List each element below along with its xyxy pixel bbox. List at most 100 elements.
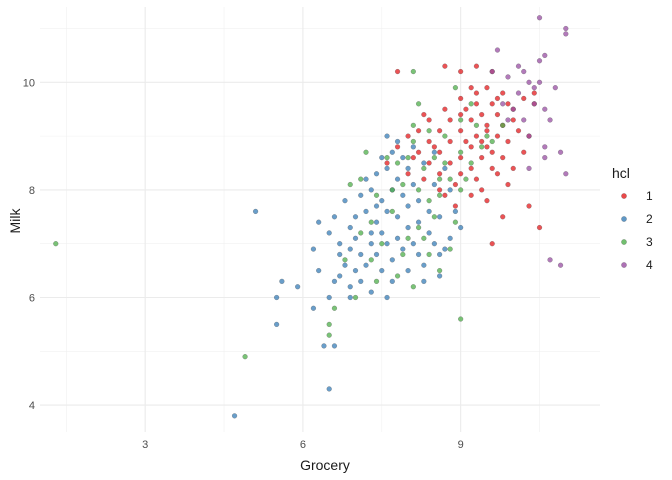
data-point-hcl-4: [500, 101, 506, 107]
data-point-hcl-1: [436, 128, 443, 134]
data-point-hcl-1: [468, 144, 474, 150]
data-point-hcl-1: [458, 128, 464, 134]
data-point-hcl-2: [410, 181, 416, 188]
legend-key-4: [621, 262, 627, 268]
data-point-hcl-2: [436, 273, 443, 279]
data-point-hcl-2: [331, 343, 338, 349]
data-point-hcl-2: [426, 208, 432, 215]
x-tick-label: 6: [300, 439, 306, 451]
data-point-hcl-2: [394, 176, 401, 182]
data-point-hcl-1: [468, 85, 474, 91]
data-point-hcl-3: [389, 208, 395, 215]
data-point-hcl-1: [484, 85, 490, 91]
data-point-hcl-1: [536, 224, 543, 231]
legend-title: hcl: [612, 165, 630, 181]
data-point-hcl-3: [373, 278, 380, 285]
data-point-hcl-2: [447, 235, 453, 241]
legend: hcl 1 2 3 4: [612, 165, 653, 272]
data-point-hcl-4: [563, 25, 569, 32]
data-point-hcl-2: [405, 267, 411, 274]
data-point-hcl-3: [442, 160, 448, 166]
data-point-hcl-2: [368, 230, 374, 236]
data-point-hcl-2: [337, 251, 343, 258]
data-point-hcl-2: [331, 214, 338, 220]
data-point-hcl-1: [431, 144, 438, 150]
data-point-hcl-4: [521, 117, 527, 123]
data-point-hcl-2: [410, 144, 416, 150]
data-point-hcl-3: [410, 122, 416, 129]
data-point-hcl-4: [489, 68, 495, 75]
data-point-hcl-4: [542, 154, 548, 161]
data-point-hcl-1: [494, 133, 501, 139]
data-point-hcl-2: [279, 278, 285, 285]
data-point-hcl-4: [557, 149, 564, 155]
data-point-hcl-3: [347, 181, 353, 188]
data-point-hcl-1: [426, 117, 432, 123]
data-point-hcl-3: [452, 219, 459, 225]
data-point-hcl-1: [479, 138, 485, 145]
data-point-hcl-2: [273, 294, 280, 301]
data-point-hcl-1: [505, 138, 511, 145]
data-point-hcl-2: [316, 219, 322, 225]
data-point-hcl-2: [295, 284, 301, 290]
data-point-hcl-2: [405, 165, 411, 172]
data-point-hcl-3: [442, 133, 448, 139]
data-point-hcl-2: [347, 246, 353, 252]
x-axis-ticks: 3 6 9: [142, 439, 464, 451]
data-point-hcl-3: [426, 251, 432, 258]
data-point-hcl-3: [384, 154, 390, 161]
data-point-hcl-1: [479, 111, 485, 118]
data-point-hcl-4: [547, 257, 553, 263]
x-tick-label: 3: [142, 439, 148, 451]
data-point-hcl-4: [542, 52, 548, 59]
data-point-hcl-2: [389, 278, 395, 285]
data-point-hcl-2: [405, 203, 411, 209]
data-point-hcl-2: [447, 187, 453, 193]
data-point-hcl-2: [431, 149, 438, 155]
data-point-hcl-2: [436, 214, 443, 220]
data-point-hcl-2: [379, 198, 385, 204]
data-point-hcl-3: [479, 144, 485, 150]
data-point-hcl-2: [273, 321, 280, 328]
data-point-hcl-2: [331, 278, 338, 285]
data-point-hcl-3: [468, 101, 474, 107]
data-point-hcl-3: [394, 273, 401, 279]
data-point-hcl-2: [363, 208, 369, 215]
data-point-hcl-1: [489, 149, 495, 155]
data-point-hcl-1: [521, 149, 527, 155]
x-tick-label: 9: [458, 439, 464, 451]
data-point-hcl-1: [447, 138, 453, 145]
data-point-hcl-2: [347, 294, 353, 301]
data-point-hcl-2: [373, 251, 380, 258]
data-point-hcl-1: [426, 160, 432, 166]
legend-label-2: 2: [646, 212, 653, 226]
data-point-hcl-3: [500, 122, 506, 129]
data-point-hcl-1: [510, 165, 516, 172]
data-point-hcl-1: [410, 154, 416, 161]
data-point-hcl-4: [552, 85, 558, 91]
data-point-hcl-3: [389, 187, 395, 193]
data-point-hcl-4: [536, 15, 543, 21]
data-point-hcl-4: [563, 31, 569, 37]
data-point-hcl-3: [368, 257, 374, 263]
data-point-hcl-2: [368, 241, 374, 247]
data-point-hcl-3: [436, 267, 443, 274]
y-tick-label: 4: [29, 400, 35, 412]
data-point-hcl-4: [542, 144, 548, 150]
data-point-hcl-4: [531, 101, 537, 107]
data-point-hcl-2: [310, 305, 317, 311]
data-point-hcl-1: [494, 111, 501, 118]
data-point-hcl-3: [368, 219, 374, 225]
data-point-hcl-2: [389, 149, 395, 155]
data-point-hcl-3: [463, 176, 469, 182]
data-point-hcl-1: [426, 138, 432, 145]
data-points: [53, 15, 569, 419]
data-point-hcl-4: [557, 262, 564, 268]
data-point-hcl-1: [515, 128, 522, 134]
data-point-hcl-1: [421, 176, 427, 182]
data-point-hcl-3: [415, 101, 422, 107]
data-point-hcl-2: [394, 138, 401, 145]
data-point-hcl-2: [363, 262, 369, 268]
data-point-hcl-1: [463, 138, 469, 145]
